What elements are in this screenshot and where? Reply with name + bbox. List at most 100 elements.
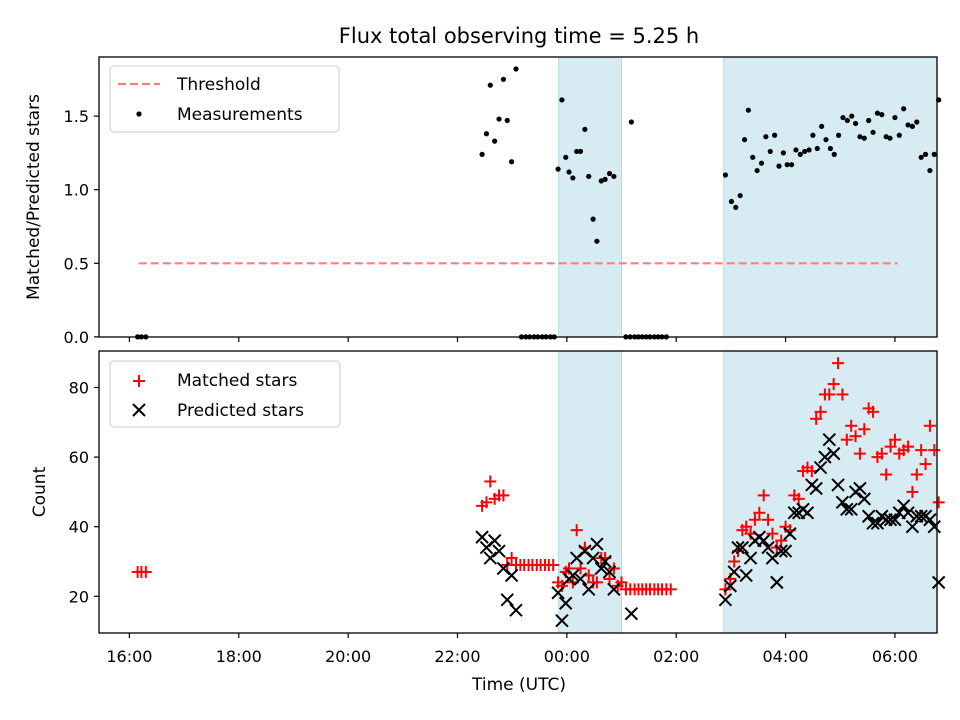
matched-star-marker: [728, 555, 741, 568]
measurement-point: [483, 131, 490, 137]
matched-star-marker: [753, 506, 766, 519]
measurement-point: [887, 135, 893, 141]
x-tick-label: 22:00: [434, 647, 480, 666]
predicted-star-marker: [896, 499, 911, 513]
shaded-range-1: [723, 56, 938, 338]
predicted-star-marker: [594, 561, 608, 576]
legend-predicted-swatch: [132, 403, 146, 417]
top-y-ticks: 0.0 0.5 1.0 1.5: [64, 107, 99, 347]
matched-star-marker: [757, 489, 770, 502]
predicted-star-marker: [774, 544, 788, 558]
shaded-range-0: [558, 56, 623, 338]
predicted-star-marker: [756, 533, 771, 548]
measurement-point: [927, 167, 933, 174]
measurement-point: [754, 167, 760, 174]
measurement-point: [767, 148, 773, 155]
matched-star-marker: [849, 430, 862, 443]
measurement-point: [835, 132, 842, 138]
matched-star-marker: [139, 565, 152, 578]
x-tick-label: 18:00: [216, 647, 262, 666]
measurement-point: [844, 117, 850, 124]
measurement-point: [611, 173, 617, 180]
measurement-point: [504, 117, 510, 124]
measurement-point: [823, 137, 829, 143]
measurement-point: [861, 135, 867, 141]
matched-star-marker: [547, 558, 560, 571]
matched-star-marker: [880, 468, 893, 481]
matched-star-marker: [664, 583, 677, 596]
matched-star-marker: [748, 513, 761, 526]
predicted-star-marker: [866, 516, 880, 530]
matched-star-marker: [827, 378, 840, 391]
measurement-point: [737, 192, 743, 199]
measurement-point: [870, 129, 876, 135]
measurement-point: [857, 134, 863, 140]
measurement-point: [574, 148, 580, 155]
predicted-star-marker: [551, 586, 565, 600]
predicted-star-marker: [739, 568, 753, 583]
top-panel: 0.0 0.5 1.0 1.5 Matched/Predicted stars Thr…: [24, 56, 942, 347]
measurement-point: [586, 173, 592, 180]
measurement-point: [905, 122, 911, 128]
predicted-star-marker: [500, 593, 514, 607]
measurement-point: [496, 116, 502, 122]
measurement-point: [827, 145, 833, 152]
measurement-point: [892, 114, 898, 121]
measurement-point: [918, 154, 924, 160]
measurement-point: [788, 162, 795, 168]
predicted-star-marker: [826, 446, 841, 461]
top-legend: Threshold Measurements: [109, 65, 340, 133]
measurement-point: [793, 147, 799, 153]
measurement-point: [750, 154, 756, 160]
matched-star-marker: [902, 440, 915, 453]
matched-star-marker: [480, 496, 493, 509]
predicted-star-marker: [888, 513, 902, 527]
bottom-y-tick-label: 40: [69, 518, 89, 537]
measurement-point: [819, 123, 825, 130]
measurement-point: [758, 160, 765, 166]
top-shaded-regions: [558, 56, 938, 338]
matched-star-marker: [906, 485, 919, 498]
measurement-point: [852, 120, 859, 127]
measurement-point: [728, 198, 735, 205]
legend-matched-swatch: [133, 375, 145, 387]
predicted-star-marker: [778, 544, 793, 558]
matched-star-marker: [836, 388, 849, 401]
matched-star-marker: [603, 572, 616, 585]
matched-star-marker: [932, 496, 945, 509]
predicted-star-marker: [914, 509, 928, 523]
predicted-star-marker: [809, 481, 823, 496]
measurement-point: [590, 216, 596, 222]
matched-star-marker: [928, 444, 941, 457]
measurement-point: [479, 151, 485, 157]
predicted-star-marker: [857, 492, 872, 506]
predicted-star-marker: [731, 540, 745, 555]
measurement-point: [780, 150, 786, 156]
legend-measurements-swatch: [136, 111, 142, 117]
matched-star-marker: [832, 357, 845, 370]
measurement-point: [606, 170, 613, 177]
measurement-point: [896, 132, 902, 138]
predicted-star-marker: [492, 544, 506, 558]
predicted-star-marker: [586, 551, 600, 565]
measurement-point: [577, 148, 584, 155]
bottom-x-ticks: 16:00 18:00 20:00 22:00 00:00 02:00 04:00 06:00: [106, 633, 918, 666]
measurement-point: [914, 119, 920, 125]
predicted-star-marker: [844, 502, 858, 517]
measurement-point: [509, 159, 515, 165]
matched-star-marker: [719, 583, 732, 596]
measurement-point: [492, 138, 498, 144]
matched-star-marker: [840, 433, 853, 446]
measurement-point: [563, 154, 569, 160]
predicted-star-marker: [475, 530, 489, 544]
predicted-star-marker: [559, 596, 573, 610]
bottom-legend: Matched stars Predicted stars: [109, 360, 341, 428]
predicted-star-marker: [800, 506, 815, 520]
bottom-axes-frame: [98, 350, 938, 634]
x-tick-label: 00:00: [544, 647, 590, 666]
bottom-y-tick-label: 60: [69, 448, 89, 467]
measurement-point: [901, 106, 907, 112]
measurement-point: [772, 132, 778, 138]
measurement-point: [797, 151, 803, 157]
measurement-point: [784, 162, 790, 168]
